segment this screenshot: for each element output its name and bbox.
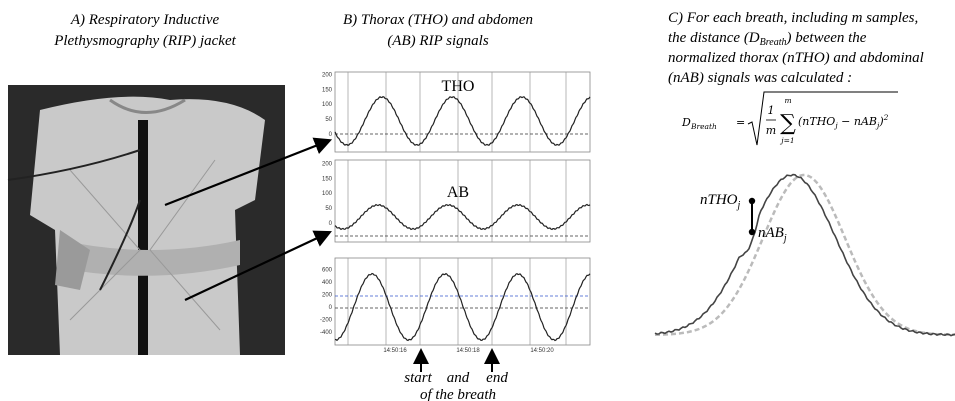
label-part: j [782,233,787,244]
panel-b-title: (AB) RIP signals [387,33,489,49]
arrow [184,230,332,301]
formula-part: 1 [768,104,775,117]
formula-part: m [784,96,791,105]
formula-part: m [766,124,776,137]
point [748,197,756,205]
panel-c-text: C) For each breath, including m samples, [668,10,918,26]
plot-frame [334,71,591,153]
y-tick-label: 150 [322,87,333,93]
signal-label: THO [442,78,475,95]
signal [334,272,591,342]
formula: D Breath = 1 m m ∑ j=1 (nTHOj − nABj)2 [681,91,898,146]
arrow [164,137,333,207]
plot-frame [334,257,591,346]
annotation: of the breath [420,387,496,401]
point [748,228,756,236]
y-tick-label: 0 [329,221,333,227]
annotation: and [447,370,470,386]
formula-part: (nTHOj − nABj)2 [798,113,889,130]
point-label: nABj [758,225,787,244]
panel-c-text: (nAB) signals was calculated : [668,70,852,86]
y-tick-label: 50 [325,206,332,212]
y-tick-label: -200 [320,318,333,324]
label-part: nAB [758,225,784,241]
signal [334,96,591,147]
formula-part: − nAB [838,115,877,128]
time-label: 14:50:20 [530,348,554,354]
formula-part: ) [878,115,883,128]
nab-curve [654,173,955,337]
label-part: nTHO [700,192,738,208]
y-tick-label: -400 [320,330,333,336]
y-tick-label: 400 [322,280,333,286]
signal [334,203,591,231]
y-tick-label: 150 [322,176,333,182]
text-part: ) between the [786,30,867,46]
panel-a-title: Plethysmography (RIP) jacket [53,33,236,49]
time-label: 14:50:18 [456,348,480,354]
y-tick-label: 200 [322,293,333,299]
formula-part: ∑ [780,111,796,136]
formula-part: D [681,116,691,129]
formula-part: j=1 [779,136,794,145]
y-tick-label: 50 [325,117,332,123]
time-label: 14:50:16 [383,348,407,354]
formula-part: (nTHO [798,115,835,128]
y-tick-label: 100 [322,191,333,197]
formula-part: j [833,121,838,130]
y-tick-label: 200 [322,162,333,168]
formula-part: 2 [883,113,889,122]
label-part: j [736,200,741,211]
plot-frame [334,159,591,243]
annotation: start [404,370,432,386]
point-label: nTHOj [700,192,741,211]
ntho-curve [654,173,955,337]
y-tick-label: 0 [329,305,333,311]
formula-part: Breath [690,122,717,131]
panel-b-title: B) Thorax (THO) and abdomen [343,12,533,28]
signal-label: AB [447,184,469,201]
panel-a-title: A) Respiratory Inductive [70,12,220,28]
y-tick-label: 200 [322,73,333,79]
text-part: the distance (D [668,30,760,46]
y-tick-label: 600 [322,268,333,274]
panel-c-text: the distance (DBreath) between the [668,30,867,48]
panel-c-text: normalized thorax (nTHO) and abdominal [668,50,924,66]
y-tick-label: 0 [329,132,333,138]
formula-part: j [875,121,880,130]
signal-plots: 200 150 100 50 0 200 150 100 50 0 600 400 200 0 -200 -4… [320,71,591,346]
photo [7,85,285,356]
annotation: end [486,370,508,386]
y-tick-label: 100 [322,102,333,108]
text-part: Breath [760,37,787,48]
formula-part: = [736,116,745,129]
